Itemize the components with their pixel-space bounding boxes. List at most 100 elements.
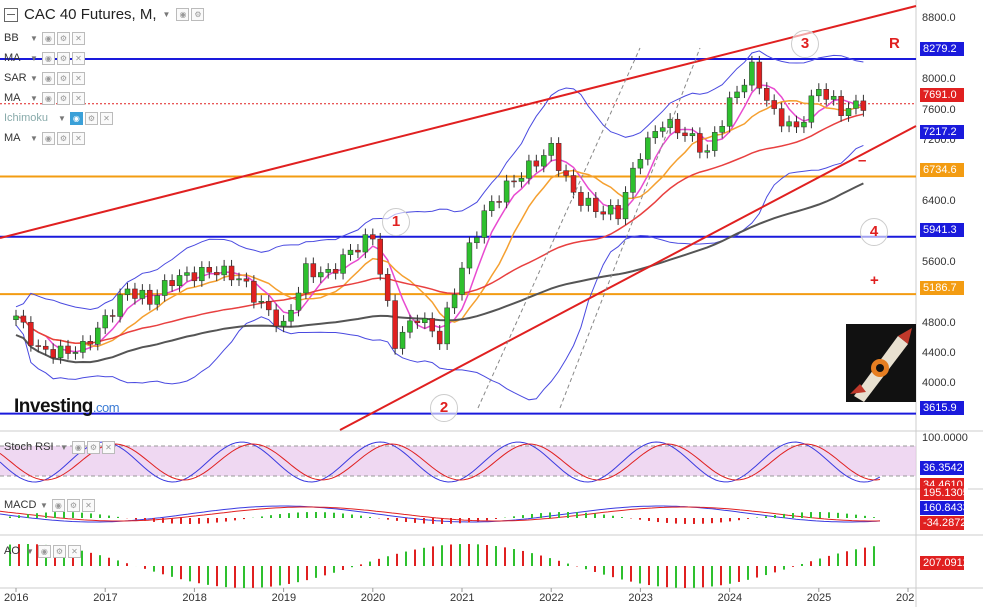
ao-tag: 207.0912 <box>920 556 969 570</box>
collapse-icon[interactable] <box>4 7 18 22</box>
candle <box>697 133 703 153</box>
chevron-down-icon[interactable]: ▼ <box>58 113 66 123</box>
legend-ma-3[interactable]: MA ▼ ◉ ⚙ ✕ <box>4 131 87 145</box>
candle <box>511 180 517 183</box>
close-icon[interactable]: ✕ <box>71 51 85 65</box>
gear-icon[interactable]: ⚙ <box>56 91 70 105</box>
candle <box>288 309 294 322</box>
candle <box>191 272 198 282</box>
gear-icon[interactable]: ⚙ <box>56 31 70 45</box>
candle <box>124 288 131 295</box>
visibility-icon[interactable]: ◉ <box>41 131 55 145</box>
candle <box>169 280 175 287</box>
close-icon[interactable]: ✕ <box>71 91 85 105</box>
candle <box>161 280 168 296</box>
candle <box>184 272 190 276</box>
gear-icon[interactable]: ⚙ <box>52 544 66 558</box>
visibility-icon[interactable]: ◉ <box>37 544 51 558</box>
candle <box>176 275 183 287</box>
gear-icon[interactable]: ⚙ <box>56 131 70 145</box>
stoch-axis-100: 100.0000 <box>922 432 968 444</box>
ao-pane-legend[interactable]: AO ▼ ◉ ⚙ ✕ <box>4 544 83 558</box>
candle <box>42 345 49 350</box>
visibility-icon[interactable]: ◉ <box>71 440 85 454</box>
channel-upper-line <box>0 5 917 239</box>
candle <box>154 295 160 305</box>
chevron-down-icon[interactable]: ▼ <box>40 500 48 510</box>
chevron-down-icon[interactable]: ▼ <box>30 133 38 143</box>
close-icon[interactable]: ✕ <box>71 31 85 45</box>
candle <box>199 267 205 282</box>
ma-fast-line <box>15 84 864 353</box>
candle <box>132 288 138 299</box>
candle <box>756 61 763 89</box>
chevron-down-icon[interactable]: ▼ <box>162 10 171 19</box>
candle <box>444 307 450 345</box>
gear-icon[interactable]: ⚙ <box>56 51 70 65</box>
candle <box>734 91 740 98</box>
candle <box>221 265 227 276</box>
visibility-icon[interactable]: ◉ <box>176 8 190 21</box>
candle <box>600 211 606 215</box>
candle <box>585 197 592 206</box>
candle <box>392 300 398 349</box>
close-icon[interactable]: ✕ <box>99 111 113 125</box>
close-icon[interactable]: ✕ <box>71 131 85 145</box>
wave-3-label: 3 <box>791 30 819 58</box>
gear-icon[interactable]: ⚙ <box>56 71 70 85</box>
candle <box>251 280 257 303</box>
candle <box>117 294 123 317</box>
visibility-icon[interactable]: ◉ <box>41 31 55 45</box>
y-tick-label: 8800.0 <box>922 12 956 25</box>
legend-ichimoku[interactable]: Ichimoku ▼ ◉ ⚙ ✕ <box>4 111 115 125</box>
chevron-down-icon[interactable]: ▼ <box>30 53 38 63</box>
legend-sar[interactable]: SAR ▼ ◉ ⚙ ✕ <box>4 71 87 85</box>
legend-ma-1[interactable]: MA ▼ ◉ ⚙ ✕ <box>4 51 87 65</box>
candle <box>555 143 562 171</box>
price-tag-7217: 7217.2 <box>920 125 964 139</box>
close-icon[interactable]: ✕ <box>71 71 85 85</box>
gear-icon[interactable]: ⚙ <box>191 8 205 21</box>
x-tick-label: 2025 <box>806 592 832 604</box>
gear-icon[interactable]: ⚙ <box>66 498 80 512</box>
candle <box>645 137 651 160</box>
stoch-k-line <box>0 441 881 483</box>
visibility-icon[interactable]: ◉ <box>41 91 55 105</box>
close-icon[interactable]: ✕ <box>81 498 95 512</box>
chevron-down-icon[interactable]: ▼ <box>30 93 38 103</box>
chevron-down-icon[interactable]: ▼ <box>26 546 34 556</box>
close-icon[interactable]: ✕ <box>101 440 115 454</box>
x-tick-label: 2021 <box>450 592 475 604</box>
candle <box>332 269 339 274</box>
visibility-icon[interactable]: ◉ <box>41 71 55 85</box>
candle <box>429 318 436 332</box>
macd-pane-legend[interactable]: MACD ▼ ◉ ⚙ ✕ <box>4 498 97 512</box>
chart-title: CAC 40 Futures, M, <box>24 6 157 23</box>
candle <box>667 118 673 128</box>
candle <box>830 95 837 100</box>
candle <box>50 349 56 358</box>
gear-icon[interactable]: ⚙ <box>84 111 98 125</box>
legend-bb[interactable]: BB ▼ ◉ ⚙ ✕ <box>4 31 87 45</box>
visibility-icon[interactable]: ◉ <box>51 498 65 512</box>
visibility-icon[interactable]: ◉ <box>41 51 55 65</box>
price-tag-5186: 5186.7 <box>920 281 964 295</box>
candle <box>607 205 614 215</box>
legend-ma-2[interactable]: MA ▼ ◉ ⚙ ✕ <box>4 91 87 105</box>
chevron-down-icon[interactable]: ▼ <box>30 33 38 43</box>
candle <box>860 100 867 111</box>
candle <box>414 320 421 323</box>
chevron-down-icon[interactable]: ▼ <box>30 73 38 83</box>
gear-icon[interactable]: ⚙ <box>86 440 100 454</box>
close-icon[interactable]: ✕ <box>67 544 81 558</box>
candle <box>719 126 725 133</box>
stoch-pane-legend[interactable]: Stoch RSI ▼ ◉ ⚙ ✕ <box>4 440 117 454</box>
visibility-icon[interactable]: ◉ <box>69 111 83 125</box>
candle <box>318 272 324 278</box>
candle <box>674 118 681 134</box>
candle <box>563 170 569 176</box>
candle <box>258 300 265 303</box>
chevron-down-icon[interactable]: ▼ <box>60 442 68 452</box>
candle <box>474 237 480 244</box>
